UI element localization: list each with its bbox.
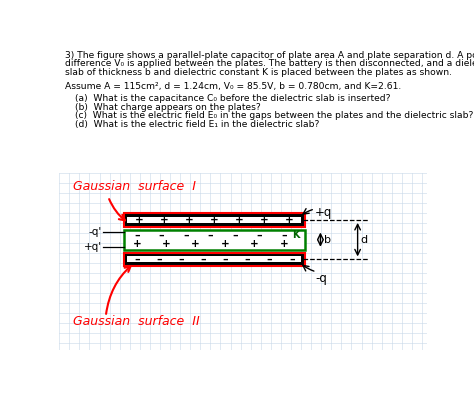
Text: –: –: [158, 230, 164, 240]
Text: -q: -q: [315, 272, 327, 285]
Text: +: +: [221, 239, 229, 249]
Text: (b)  What charge appears on the plates?: (b) What charge appears on the plates?: [75, 103, 261, 112]
Text: d: d: [361, 235, 368, 245]
Text: +: +: [132, 239, 141, 249]
Text: –: –: [201, 254, 206, 264]
Text: +: +: [260, 215, 269, 225]
Text: –: –: [208, 230, 213, 240]
Text: +: +: [280, 239, 288, 249]
Text: –: –: [134, 230, 139, 240]
Text: +: +: [191, 239, 200, 249]
Text: +: +: [210, 215, 219, 225]
Text: Assume A = 115cm², d = 1.24cm, V₀ = 85.5V, b = 0.780cm, and K=2.61.: Assume A = 115cm², d = 1.24cm, V₀ = 85.5…: [64, 82, 401, 91]
Text: +: +: [185, 215, 193, 225]
Text: (a)  What is the capacitance C₀ before the dielectric slab is inserted?: (a) What is the capacitance C₀ before th…: [75, 94, 390, 103]
Text: –: –: [134, 254, 139, 264]
Text: +: +: [162, 239, 171, 249]
Text: –: –: [281, 230, 287, 240]
Text: (d)  What is the electric field E₁ in the dielectric slab?: (d) What is the electric field E₁ in the…: [75, 119, 319, 129]
Text: +: +: [250, 239, 259, 249]
Text: Gaussian  surface  II: Gaussian surface II: [73, 315, 200, 328]
Bar: [124, 213, 305, 227]
Bar: [124, 253, 305, 266]
Text: –: –: [232, 230, 238, 240]
Text: (c)  What is the electric field E₀ in the gaps between the plates and the dielec: (c) What is the electric field E₀ in the…: [75, 111, 473, 120]
Text: 3) The figure shows a parallel-plate capacitor of plate area A and plate separat: 3) The figure shows a parallel-plate cap…: [64, 51, 474, 60]
Text: +q': +q': [84, 242, 102, 252]
Text: –: –: [156, 254, 162, 264]
Text: –: –: [256, 230, 262, 240]
Bar: [125, 215, 303, 225]
Text: –: –: [245, 254, 250, 264]
Bar: [124, 230, 305, 250]
Text: difference V₀ is applied between the plates. The battery is then disconnected, a: difference V₀ is applied between the pla…: [64, 59, 474, 68]
Text: Gaussian  surface  I: Gaussian surface I: [73, 180, 196, 193]
Text: b: b: [324, 235, 330, 245]
Text: –: –: [183, 230, 189, 240]
Text: –: –: [267, 254, 273, 264]
Bar: [128, 256, 301, 263]
Text: K: K: [292, 230, 300, 240]
Text: –: –: [222, 254, 228, 264]
Text: –: –: [178, 254, 184, 264]
Text: -q': -q': [89, 227, 102, 237]
Text: +q: +q: [315, 206, 332, 219]
Bar: [128, 217, 301, 223]
Text: +: +: [160, 215, 169, 225]
Text: slab of thickness b and dielectric constant K is placed between the plates as sh: slab of thickness b and dielectric const…: [64, 68, 452, 77]
Bar: [125, 254, 303, 264]
Text: +: +: [135, 215, 144, 225]
Text: +: +: [235, 215, 244, 225]
Text: –: –: [289, 254, 294, 264]
Text: +: +: [285, 215, 294, 225]
